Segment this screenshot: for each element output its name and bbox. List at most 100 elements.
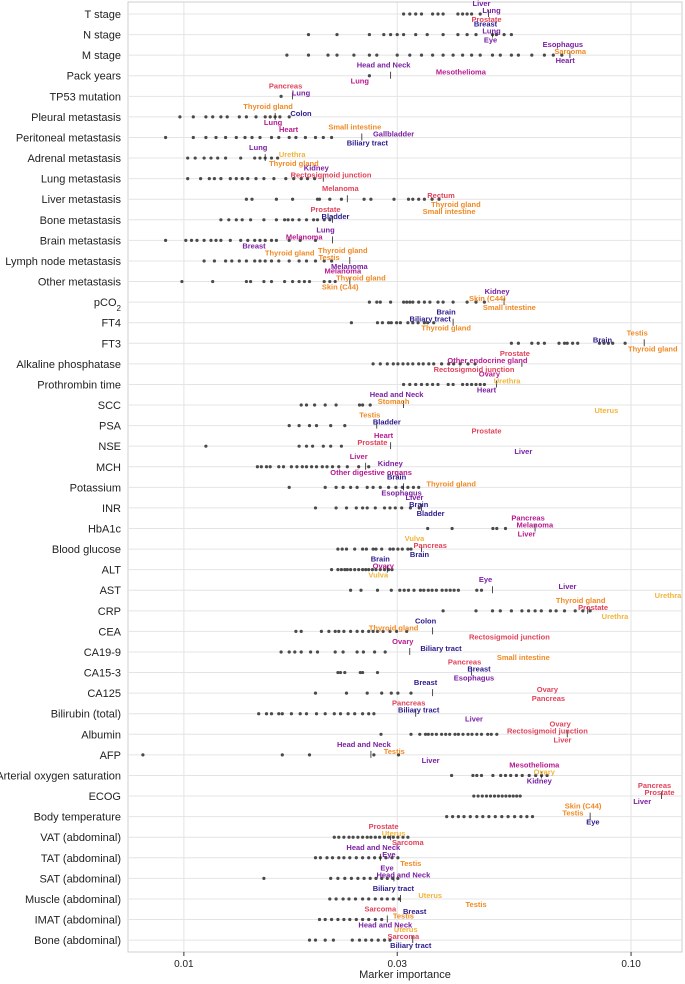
plot-frame: [127, 1, 683, 953]
data-point: [307, 424, 312, 428]
data-point: [336, 876, 340, 880]
data-point: [536, 341, 540, 345]
data-point: [417, 300, 421, 304]
annotation-head-and-neck: Head and Neck: [377, 870, 432, 879]
data-point: [244, 115, 248, 119]
data-point: [491, 526, 495, 531]
data-point: [333, 629, 337, 634]
data-point: [417, 485, 421, 489]
data-point: [456, 588, 460, 592]
data-point: [289, 465, 293, 469]
annotation-lung: Lung: [249, 143, 268, 152]
data-point: [374, 876, 378, 880]
data-point: [515, 794, 519, 798]
data-point: [276, 156, 280, 160]
data-point: [257, 712, 261, 716]
data-point: [332, 835, 336, 839]
data-point: [479, 588, 484, 592]
annotation-rectum: Rectum: [427, 191, 455, 200]
annotation-pancreas: Pancreas: [392, 699, 425, 708]
data-point: [367, 712, 371, 716]
data-point: [349, 321, 353, 325]
annotation-ovary: Ovary: [373, 562, 395, 571]
data-point: [357, 568, 361, 572]
data-point: [562, 341, 567, 345]
annotation-kidney: Kidney: [378, 459, 404, 468]
data-point: [357, 938, 362, 942]
data-point: [351, 835, 355, 839]
annotation-liver: Liver: [350, 452, 368, 461]
data-point: [576, 341, 580, 345]
data-point: [387, 568, 391, 572]
annotation-head-and-neck: Head and Neck: [370, 390, 425, 399]
data-point: [355, 485, 359, 489]
data-point: [382, 568, 387, 572]
data-point: [204, 135, 208, 140]
data-point: [211, 279, 215, 284]
data-point: [329, 876, 333, 880]
annotation-other-digestive-organs: Other digestive organs: [330, 468, 412, 477]
data-point: [423, 732, 428, 736]
row-ast: AST Eye Liver Urethra: [100, 575, 683, 600]
data-point: [204, 444, 208, 448]
data-point: [258, 259, 262, 263]
data-point: [419, 53, 424, 57]
data-point: [234, 135, 238, 140]
data-point: [573, 609, 577, 613]
row-ca19-9: CA19-9 Ovary Biliary tract Small intestine: [84, 637, 682, 662]
data-point: [191, 135, 195, 140]
data-point: [338, 670, 343, 675]
data-point: [321, 444, 325, 448]
data-point: [348, 856, 352, 860]
annotation-prostate: Prostate: [500, 349, 530, 358]
row-label: Lung metastasis: [41, 174, 122, 186]
data-point: [385, 897, 389, 901]
data-point: [422, 300, 426, 304]
row-label: CA125: [87, 688, 121, 700]
data-point: [400, 506, 404, 510]
annotation-esophagus: Esophagus: [381, 488, 421, 497]
data-point: [219, 115, 223, 119]
annotation-colon: Colon: [415, 616, 437, 625]
row-label: ECOG: [89, 791, 121, 803]
data-point: [448, 732, 452, 736]
data-point: [425, 382, 429, 387]
data-point: [452, 588, 456, 592]
data-point: [416, 321, 420, 325]
data-point: [243, 135, 247, 140]
data-point: [509, 609, 513, 613]
data-point: [332, 712, 336, 716]
annotation-ovary: Ovary: [550, 719, 572, 728]
data-point: [369, 835, 373, 839]
data-point: [611, 341, 615, 345]
data-point: [461, 53, 465, 57]
annotation-breast: Breast: [414, 678, 438, 687]
data-point: [326, 53, 330, 57]
data-point: [557, 341, 561, 345]
data-point: [417, 197, 421, 201]
data-point: [292, 177, 296, 181]
data-point: [345, 568, 349, 572]
data-point: [396, 547, 400, 551]
data-point: [395, 321, 399, 325]
data-point: [291, 279, 295, 284]
data-point: [356, 876, 360, 880]
row-label: Bone (abdominal): [34, 935, 121, 947]
annotation-ovary: Ovary: [479, 369, 501, 378]
data-point: [475, 815, 479, 819]
annotation-vulva: Vulva: [368, 571, 389, 580]
data-point: [234, 177, 238, 181]
data-point: [409, 547, 413, 551]
annotation-skin-c44: Skin (C44): [322, 283, 359, 292]
data-point: [341, 897, 345, 901]
data-point: [361, 897, 365, 901]
data-point: [361, 403, 365, 407]
data-point: [465, 382, 469, 387]
data-point: [249, 218, 253, 222]
data-point: [486, 732, 490, 736]
